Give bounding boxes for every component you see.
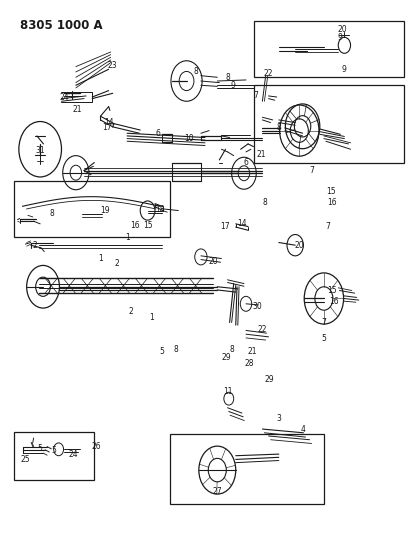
Text: 1: 1 xyxy=(98,254,103,263)
Text: 20: 20 xyxy=(208,257,218,265)
Text: 22: 22 xyxy=(263,69,273,78)
Text: 8: 8 xyxy=(229,345,234,353)
Text: 28: 28 xyxy=(244,359,254,368)
Text: 14: 14 xyxy=(103,118,113,127)
Text: 29: 29 xyxy=(264,375,274,384)
Text: 27: 27 xyxy=(212,487,222,496)
Text: 5: 5 xyxy=(51,446,56,455)
Text: 20: 20 xyxy=(337,25,346,34)
Text: 2: 2 xyxy=(114,260,119,268)
Text: 22: 22 xyxy=(257,325,267,334)
Text: 29: 29 xyxy=(221,353,231,361)
Text: 8305 1000 A: 8305 1000 A xyxy=(20,19,103,31)
Text: 20: 20 xyxy=(294,241,303,249)
Text: 11: 11 xyxy=(222,387,232,396)
Text: 9: 9 xyxy=(341,65,346,74)
Text: 24: 24 xyxy=(68,450,78,458)
Text: 5: 5 xyxy=(321,334,326,343)
Text: 17: 17 xyxy=(220,222,230,231)
Text: 15: 15 xyxy=(142,221,152,230)
Text: 7: 7 xyxy=(253,92,258,100)
Text: 7: 7 xyxy=(325,222,330,231)
Text: 21: 21 xyxy=(256,150,266,159)
Bar xyxy=(254,85,403,163)
Text: 4: 4 xyxy=(300,425,305,433)
Text: 16: 16 xyxy=(326,198,336,207)
Text: 5: 5 xyxy=(159,348,164,356)
Text: 5: 5 xyxy=(38,445,43,453)
Text: 8: 8 xyxy=(49,209,54,217)
Text: 8: 8 xyxy=(173,345,178,353)
Text: 17: 17 xyxy=(101,124,111,132)
Text: 1: 1 xyxy=(124,233,129,241)
Text: 3: 3 xyxy=(276,414,281,423)
Text: 24: 24 xyxy=(60,93,70,101)
Text: 9: 9 xyxy=(229,81,234,90)
Text: 10: 10 xyxy=(183,134,193,143)
Text: 7: 7 xyxy=(321,318,326,327)
Text: 7: 7 xyxy=(308,166,313,175)
Text: 19: 19 xyxy=(99,206,109,215)
Text: 18: 18 xyxy=(155,205,164,214)
Text: 16: 16 xyxy=(328,297,338,305)
Text: 8: 8 xyxy=(225,73,229,82)
Text: 6: 6 xyxy=(155,129,160,138)
Text: 2: 2 xyxy=(32,241,37,249)
Text: 25: 25 xyxy=(20,455,30,464)
Text: 8: 8 xyxy=(193,68,198,76)
Bar xyxy=(170,434,323,504)
Bar xyxy=(14,181,170,237)
Bar xyxy=(14,432,94,480)
Text: 8: 8 xyxy=(261,198,266,207)
Text: 14: 14 xyxy=(236,220,246,228)
Text: 8: 8 xyxy=(276,124,281,132)
Text: 23: 23 xyxy=(108,61,117,69)
Text: 15: 15 xyxy=(326,188,335,196)
Text: 21: 21 xyxy=(72,105,82,114)
Text: 21: 21 xyxy=(247,348,256,356)
Text: 26: 26 xyxy=(91,442,101,451)
Text: 31: 31 xyxy=(35,146,45,155)
Text: 9: 9 xyxy=(337,33,342,42)
Text: 2: 2 xyxy=(128,308,133,316)
Text: 1: 1 xyxy=(149,313,154,321)
Text: 30: 30 xyxy=(252,302,262,311)
Text: 15: 15 xyxy=(326,286,336,295)
Bar xyxy=(254,21,403,77)
Text: 16: 16 xyxy=(130,221,140,230)
Text: 6: 6 xyxy=(243,158,248,167)
